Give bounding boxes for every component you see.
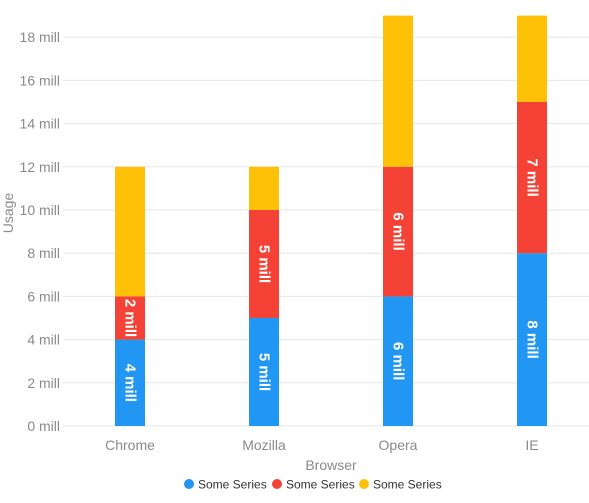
bar-segment[interactable] xyxy=(517,102,547,254)
legend: Some Series Some Series Some Series xyxy=(184,478,442,492)
bar-segment[interactable] xyxy=(115,166,145,297)
x-tick-label: Opera xyxy=(379,437,418,453)
data-label: 5 mill xyxy=(256,353,273,391)
y-tick-label: 12 mill xyxy=(20,159,60,175)
legend-label: Some Series xyxy=(198,478,267,492)
bar-segment[interactable] xyxy=(249,166,279,210)
bar-segment[interactable] xyxy=(249,210,279,318)
bar-segment[interactable] xyxy=(383,15,413,167)
legend-marker-icon xyxy=(184,479,194,489)
bar-segment[interactable] xyxy=(249,318,279,426)
y-tick-label: 10 mill xyxy=(20,202,60,218)
bar-segment[interactable] xyxy=(383,296,413,426)
bar-segment[interactable] xyxy=(115,339,145,426)
bar-segment[interactable] xyxy=(383,166,413,297)
y-axis-title: Usage xyxy=(0,193,16,234)
legend-item[interactable]: Some Series xyxy=(272,478,355,492)
x-tick-label: Mozilla xyxy=(242,437,286,453)
legend-item[interactable]: Some Series xyxy=(184,478,267,492)
data-label: 5 mill xyxy=(256,245,273,283)
legend-marker-icon xyxy=(359,479,369,489)
x-tick-label: IE xyxy=(525,437,538,453)
data-label: 6 mill xyxy=(390,212,407,250)
y-tick-label: 16 mill xyxy=(20,72,60,88)
y-tick-label: 8 mill xyxy=(27,245,60,261)
bar-segment[interactable] xyxy=(517,15,547,103)
legend-item[interactable]: Some Series xyxy=(359,478,442,492)
data-label: 4 mill xyxy=(122,364,139,402)
bars xyxy=(115,15,547,426)
y-axis-ticks: 0 mill 2 mill 4 mill 6 mill 8 mill 10 mill 12 … xyxy=(20,29,60,434)
y-tick-label: 2 mill xyxy=(27,375,60,391)
data-label: 2 mill xyxy=(122,299,139,337)
legend-label: Some Series xyxy=(373,478,442,492)
data-label: 7 mill xyxy=(524,158,541,196)
x-tick-label: Chrome xyxy=(105,437,155,453)
y-tick-label: 6 mill xyxy=(27,288,60,304)
legend-label: Some Series xyxy=(286,478,355,492)
y-tick-label: 18 mill xyxy=(20,29,60,45)
legend-marker-icon xyxy=(272,479,282,489)
y-tick-label: 4 mill xyxy=(27,332,60,348)
x-axis-title: Browser xyxy=(305,457,357,473)
x-axis-ticks: Chrome Mozilla Opera IE xyxy=(105,437,539,453)
bar-segment[interactable] xyxy=(517,253,547,426)
y-tick-label: 0 mill xyxy=(27,418,60,434)
data-label: 8 mill xyxy=(524,320,541,358)
y-tick-label: 14 mill xyxy=(20,116,60,132)
data-labels: 4 mill 2 mill 5 mill 5 mill 6 mill 6 mill 8 mi… xyxy=(122,158,541,402)
bar-segment[interactable] xyxy=(115,296,145,340)
data-label: 6 mill xyxy=(390,342,407,380)
grid-lines xyxy=(63,36,589,427)
